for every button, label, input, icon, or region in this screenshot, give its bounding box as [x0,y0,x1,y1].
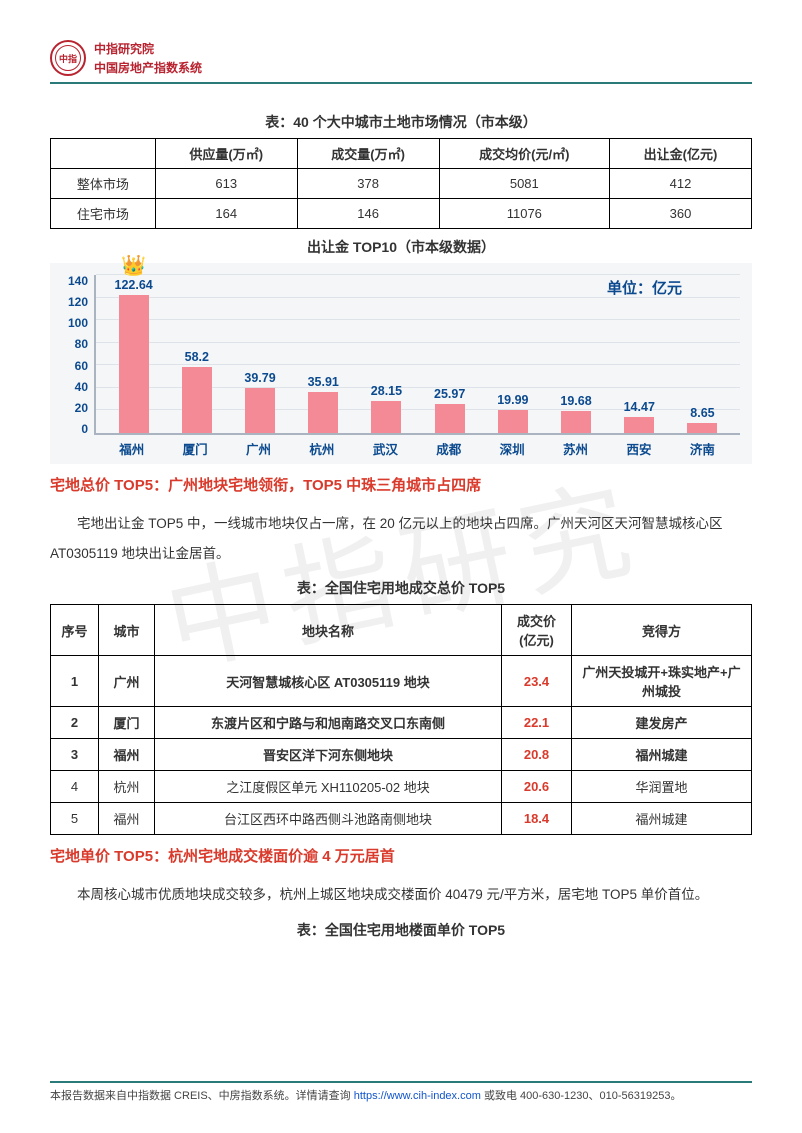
table3-title: 表：全国住宅用地楼面单价 TOP5 [50,920,752,940]
bar [308,392,338,433]
table2: 序号 城市 地块名称 成交价 (亿元) 竞得方 1广州天河智慧城核心区 AT03… [50,604,752,835]
table1: 供应量(万㎡) 成交量(万㎡) 成交均价(元/㎡) 出让金(亿元) 整体市场 6… [50,138,752,229]
bar-group: 25.97 [418,275,481,433]
table-row: 4杭州之江度假区单元 XH110205-02 地块20.6华润置地 [51,771,752,803]
bar-group: 14.47 [608,275,671,433]
table-row: 住宅市场 164 146 11076 360 [51,199,752,229]
header-divider [50,82,752,84]
org-name-1: 中指研究院 [94,40,202,57]
logo: 中指 [50,40,86,76]
bar [245,388,275,433]
bar [435,404,465,433]
footer-suffix: 或致电 400-630-1230、010-56319253。 [481,1090,682,1102]
table-row: 3福州晋安区洋下河东侧地块20.8福州城建 [51,739,752,771]
section2-title: 宅地单价 TOP5：杭州宅地成交楼面价逾 4 万元居首 [50,845,752,866]
page-header: 中指 中指研究院 中国房地产指数系统 [50,40,752,76]
chart-title: 出让金 TOP10（市本级数据） [50,237,752,257]
table1-title: 表：40 个大中城市土地市场情况（市本级） [50,112,752,132]
footer-divider [50,1081,752,1083]
section1-title: 宅地总价 TOP5：广州地块宅地领衔，TOP5 中珠三角城市占四席 [50,474,752,495]
bar [498,410,528,433]
bar [687,423,717,433]
table-row: 1广州天河智慧城核心区 AT0305119 地块23.4广州天投城开+珠实地产+… [51,656,752,707]
table-row: 2厦门东渡片区和宁路与和旭南路交叉口东南侧22.1建发房产 [51,707,752,739]
chart-plot: 122.64👑58.239.7935.9128.1525.9719.9919.6… [94,275,740,435]
table-row: 5福州台江区西环中路西侧斗池路南侧地块18.4福州城建 [51,803,752,835]
section2-para: 本周核心城市优质地块成交较多，杭州上城区地块成交楼面价 40479 元/平方米，… [50,880,752,910]
page-footer: 本报告数据来自中指数据 CREIS、中房指数系统。详情请查询 https://w… [50,1081,752,1103]
table-row: 整体市场 613 378 5081 412 [51,169,752,199]
table1-h4: 出让金(亿元) [610,139,752,169]
table1-h2: 成交量(万㎡) [297,139,439,169]
footer-link[interactable]: https://www.cih-index.com [354,1090,481,1102]
bar-group: 8.65 [671,275,734,433]
footer-prefix: 本报告数据来自中指数据 CREIS、中房指数系统。详情请查询 [50,1090,354,1102]
bar-group: 35.91 [292,275,355,433]
bar-group: 39.79 [228,275,291,433]
org-name-2: 中国房地产指数系统 [94,59,202,76]
bar [624,417,654,433]
bar-group: 28.15 [355,275,418,433]
bar [561,411,591,433]
bar-group: 19.68 [544,275,607,433]
bar-group: 58.2 [165,275,228,433]
bar [182,367,212,433]
table1-h1: 供应量(万㎡) [155,139,297,169]
section1-para: 宅地出让金 TOP5 中，一线城市地块仅占一席，在 20 亿元以上的地块占四席。… [50,509,752,568]
bar-chart: 单位：亿元 140120100806040200 122.64👑58.239.7… [50,263,752,464]
bar-group: 122.64👑 [102,275,165,433]
crown-icon: 👑 [121,253,146,278]
table1-h0 [51,139,156,169]
table2-title: 表：全国住宅用地成交总价 TOP5 [50,578,752,598]
bar-group: 19.99 [481,275,544,433]
x-axis-labels: 福州厦门广州杭州武汉成都深圳苏州西安济南 [62,439,740,458]
table1-h3: 成交均价(元/㎡) [439,139,609,169]
bar [371,401,401,433]
y-axis: 140120100806040200 [68,275,94,435]
bar [119,295,149,433]
